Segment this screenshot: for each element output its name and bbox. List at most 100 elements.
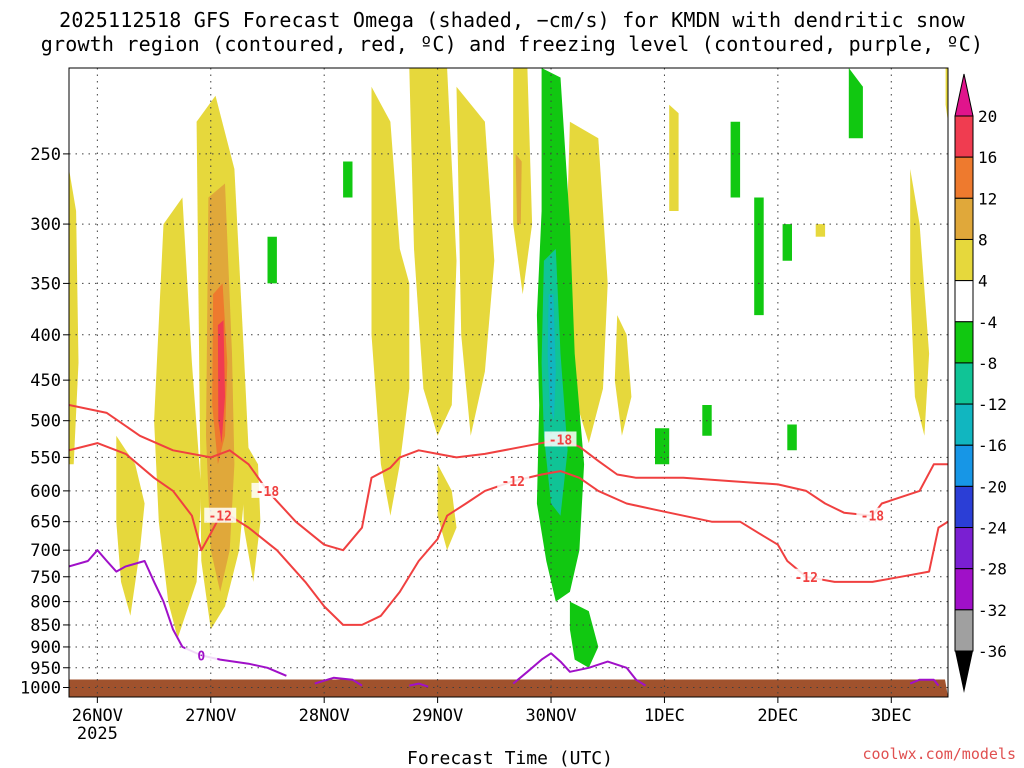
colorbar-bin-10 <box>954 527 974 570</box>
colorbar-bin-7 <box>954 403 974 446</box>
ground-layer <box>69 679 948 697</box>
colorbar-label-11: -28 <box>978 560 1007 579</box>
x-year-label: 2025 <box>77 724 118 744</box>
x-tick-label-6: 2DEC <box>757 706 798 726</box>
contour-label-bg <box>544 431 577 447</box>
omega-region-8 <box>371 86 410 516</box>
colorbar-label-10: -24 <box>978 519 1007 538</box>
y-tick-label-300: 300 <box>30 215 61 235</box>
omega-region-10 <box>456 86 495 436</box>
omega-region-13 <box>515 153 522 225</box>
colorbar-bottom-arrow <box>955 651 973 693</box>
omega-region-24 <box>569 601 599 668</box>
x-tick-label-5: 1DEC <box>644 706 685 726</box>
chart-title-line-1: 2025112518 GFS Forecast Omega (shaded, −… <box>59 8 965 32</box>
y-tick-label-650: 650 <box>30 513 61 533</box>
colorbar-label-8: -16 <box>978 436 1007 455</box>
colorbar-label-4: 4 <box>978 272 988 291</box>
omega-region-26 <box>754 197 764 316</box>
omega-region-25 <box>730 121 741 198</box>
contour-2 <box>69 549 287 677</box>
y-tick-label-950: 950 <box>30 659 61 679</box>
contour-4 <box>409 682 429 688</box>
colorbar-bin-11 <box>954 568 974 611</box>
chart-title-line-2: growth region (contoured, red, ºC) and f… <box>40 32 984 56</box>
colorbar-label-13: -36 <box>978 642 1007 661</box>
colorbar-label-1: 16 <box>978 148 997 167</box>
contour-6 <box>909 678 940 687</box>
colorbar-bin-12 <box>954 609 974 652</box>
y-tick-label-850: 850 <box>30 616 61 636</box>
omega-region-20 <box>945 68 948 122</box>
omega-region-0 <box>69 169 79 465</box>
y-tick-label-400: 400 <box>30 326 61 346</box>
omega-region-19 <box>910 169 930 436</box>
temperature-contours: -18 -18 -18 -12 -12 -12 0 <box>69 404 948 688</box>
omega-region-16 <box>614 315 632 436</box>
omega-region-32 <box>343 161 353 198</box>
omega-region-7 <box>241 435 261 582</box>
contour-1 <box>69 442 948 626</box>
colorbar-top-arrow <box>954 73 974 117</box>
contour-label-1-2: -12 <box>794 571 817 586</box>
time-axis: 26NOV 27NOV 28NOV 29NOV 30NOV 1DEC 2DEC 3DEC 202… <box>72 697 912 744</box>
omega-region-33 <box>655 428 670 465</box>
contour-label-bg <box>251 482 284 498</box>
contour-label-0-0: -18 <box>256 485 280 500</box>
contour-label-bg <box>204 507 237 523</box>
y-tick-label-700: 700 <box>30 541 61 561</box>
plot-frame <box>68 67 949 698</box>
contour-5 <box>512 652 647 687</box>
x-tick-label-1: 27NOV <box>185 706 236 726</box>
contour-label-bg <box>856 507 889 523</box>
contour-label-1-1: -12 <box>501 475 524 490</box>
colorbar-bin-3 <box>954 238 974 282</box>
x-axis-label: Forecast Time (UTC) <box>407 748 613 768</box>
colorbar-label-6: -8 <box>978 354 997 373</box>
colorbar-bin-2 <box>954 197 974 240</box>
y-tick-label-600: 600 <box>30 482 61 502</box>
colorbar-bin-1 <box>954 156 974 199</box>
colorbar-bin-6 <box>954 362 974 405</box>
y-tick-label-900: 900 <box>30 638 61 658</box>
omega-region-15 <box>565 121 608 444</box>
x-tick-label-0: 26NOV <box>72 706 123 726</box>
colorbar-label-5: -4 <box>978 313 997 332</box>
ground-fill <box>69 679 948 697</box>
x-tick-label-7: 3DEC <box>871 706 912 726</box>
colorbar-label-9: -20 <box>978 477 1007 496</box>
y-tick-label-450: 450 <box>30 371 61 391</box>
omega-region-31 <box>267 236 277 284</box>
contour-label-bg <box>497 473 530 489</box>
site-credit: coolwx.com/models <box>862 745 1016 763</box>
colorbar-label-2: 12 <box>978 189 997 208</box>
y-tick-label-550: 550 <box>30 448 61 468</box>
colorbar-bin-0 <box>954 115 974 158</box>
x-tick-label-3: 29NOV <box>412 706 463 726</box>
omega-shading <box>69 68 948 668</box>
contour-label-0-2: -18 <box>861 510 885 525</box>
colorbar: 20 16 12 8 4 -4 -8 -12 -16 -20 -24 -28 -32 -36 <box>954 73 1007 693</box>
y-tick-label-250: 250 <box>30 145 61 165</box>
colorbar-bin-9 <box>954 485 974 529</box>
omega-region-23 <box>547 294 556 421</box>
x-tick-label-2: 28NOV <box>299 706 350 726</box>
contour-label-0-1: -18 <box>549 433 573 448</box>
contour-label-2-0: 0 <box>197 649 205 664</box>
omega-region-1 <box>116 435 145 616</box>
colorbar-bin-4 <box>954 280 974 323</box>
omega-region-29 <box>787 424 797 451</box>
contour-0 <box>69 404 948 552</box>
x-tick-label-4: 30NOV <box>525 706 576 726</box>
colorbar-bin-5 <box>954 321 974 364</box>
colorbar-label-7: -12 <box>978 395 1007 414</box>
omega-region-12 <box>513 68 533 295</box>
omega-region-28 <box>848 68 863 139</box>
colorbar-label-3: 8 <box>978 230 988 249</box>
omega-region-2 <box>154 197 202 639</box>
colorbar-label-0: 20 <box>978 107 997 126</box>
y-tick-label-750: 750 <box>30 568 61 588</box>
omega-region-6 <box>217 320 225 444</box>
y-tick-label-1000: 1000 <box>20 678 61 698</box>
colorbar-bin-8 <box>954 444 974 487</box>
